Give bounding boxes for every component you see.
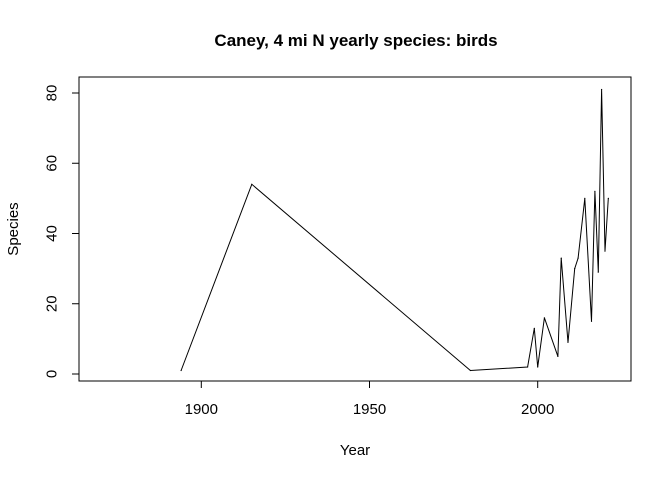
species-series-line (180, 89, 609, 372)
data-point (251, 183, 253, 185)
y-tick-label: 0 (44, 370, 61, 378)
x-tick-label: 1900 (185, 401, 218, 418)
data-point (543, 317, 546, 319)
data-point (560, 257, 562, 259)
data-point (180, 369, 182, 372)
y-axis-label: Species (5, 202, 22, 255)
data-point (597, 271, 599, 273)
data-point (557, 355, 559, 358)
plot-frame (78, 76, 632, 382)
x-tick-label: 2000 (521, 401, 554, 418)
chart-title: Caney, 4 mi N yearly species: birds (214, 31, 497, 50)
series-group (180, 88, 609, 372)
data-point (604, 250, 606, 252)
y-tick-label: 80 (44, 85, 61, 102)
data-point (537, 366, 539, 368)
data-point (469, 369, 472, 372)
data-point (594, 190, 596, 192)
x-axis: 1900 1950 2000 (185, 380, 554, 418)
data-point (527, 366, 529, 368)
x-tick-label: 1950 (353, 401, 386, 418)
data-point (601, 88, 603, 91)
y-tick-label: 60 (44, 155, 61, 172)
y-tick-label: 20 (44, 295, 61, 312)
y-tick-label: 40 (44, 225, 61, 242)
data-point (567, 341, 569, 343)
data-point (607, 197, 609, 199)
data-point (533, 327, 535, 329)
data-point (577, 257, 579, 259)
data-point (574, 268, 576, 270)
x-axis-label: Year (340, 442, 370, 459)
data-point (584, 197, 586, 199)
data-point (590, 320, 593, 322)
y-axis: 0 20 40 60 80 (44, 85, 80, 378)
